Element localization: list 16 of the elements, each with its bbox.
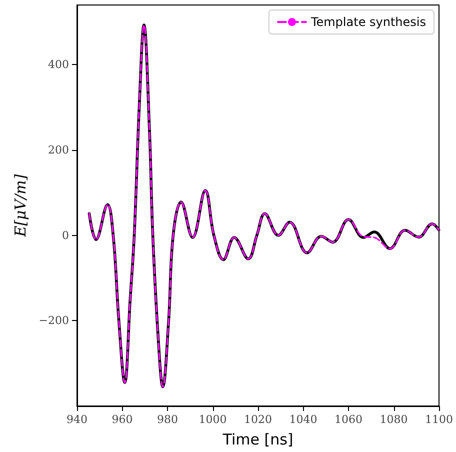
y-tick-label: 400 [48, 58, 69, 72]
x-tick-label: 1000 [198, 413, 227, 426]
x-axis-title: Time [ns] [222, 430, 294, 448]
x-tick-label: 1020 [244, 413, 272, 426]
x-tick-label: 1060 [334, 413, 362, 426]
y-tick-label: 0 [62, 228, 69, 242]
x-tick-label: 1100 [425, 413, 454, 426]
x-tick-label: 1040 [289, 413, 318, 426]
x-tick-label: 1080 [380, 413, 408, 426]
x-tick-label: 960 [112, 413, 133, 426]
x-tick-label: 980 [157, 413, 178, 426]
legend-label: Template synthesis [310, 15, 426, 29]
y-tick-label: −200 [38, 314, 69, 328]
y-tick-label: 200 [48, 144, 69, 157]
x-tick-label: 940 [66, 413, 88, 426]
y-axis-title: E[μV/m] [11, 174, 30, 238]
